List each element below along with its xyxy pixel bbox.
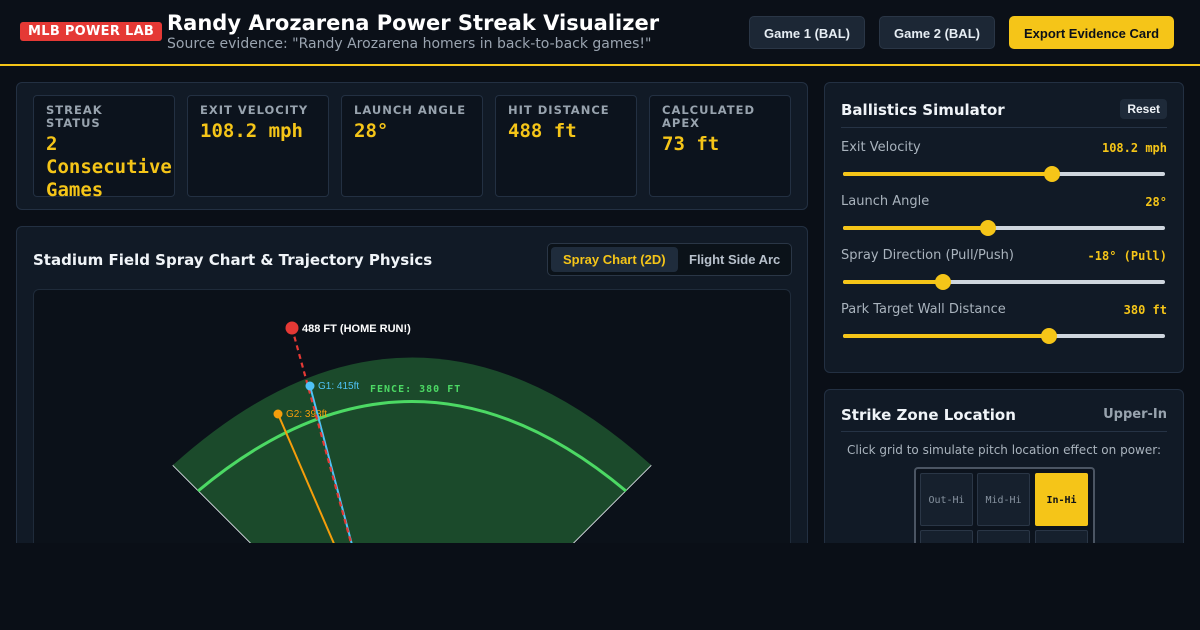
stat-value: 2 Consecutive Games [46,133,172,201]
launch-angle-slider[interactable] [843,220,1165,236]
exit-velocity-slider[interactable] [843,166,1165,182]
g1-label: G1: 415ft [318,381,359,392]
spray-chart-svg: FENCE: 380 FT G2: 398ft G1: 415ft 488 FT… [172,321,652,543]
field-panel: Stadium Field Spray Chart & Trajectory P… [16,226,808,543]
game2-button[interactable]: Game 2 (BAL) [879,16,995,49]
strike-zone-current: Upper-In [1103,407,1167,422]
strike-zone-panel: Strike Zone Location Upper-In Click grid… [824,389,1184,543]
stat-label: CALCULATED APEX [662,103,756,130]
slider-label-exit-velocity: Exit Velocity [841,140,921,155]
slider-label-spray-direction: Spray Direction (Pull/Push) [841,248,1014,263]
zone-cell-in-hi[interactable]: In-Hi [1035,473,1088,526]
ballistics-simulator-panel: Ballistics Simulator Reset Exit Velocity… [824,82,1184,373]
slider-value-spray-direction: -18° (Pull) [1087,249,1167,263]
slider-fill [843,172,1053,176]
page-title: Randy Arozarena Power Streak Visualizer [167,11,660,35]
game1-button[interactable]: Game 1 (BAL) [749,16,865,49]
view-toggle: Spray Chart (2D) Flight Side Arc [547,243,792,276]
home-run-trajectory [290,327,353,543]
field-title: Stadium Field Spray Chart & Trajectory P… [33,251,433,269]
simulator-title: Ballistics Simulator [841,101,1005,119]
app-viewport: MLB POWER LAB Randy Arozarena Power Stre… [0,0,1200,543]
strike-zone-title: Strike Zone Location [841,406,1016,424]
spray-direction-slider[interactable] [843,274,1165,290]
right-foul-line [571,464,652,543]
stat-value: 28° [354,120,389,142]
stat-label: HIT DISTANCE [508,103,610,117]
stat-card-streak: STREAK STATUS 2 Consecutive Games [33,95,175,201]
left-foul-line [172,464,253,543]
home-run-label: 488 FT (HOME RUN!) [302,323,411,335]
stat-label: EXIT VELOCITY [200,103,309,117]
slider-fill [843,226,988,230]
stat-value: 73 ft [662,133,720,155]
stats-panel: STREAK STATUS 2 Consecutive Games EXIT V… [16,82,808,210]
stat-value: 488 ft [508,120,577,142]
g2-landing-marker[interactable] [273,409,283,419]
slider-thumb[interactable] [934,274,951,290]
slider-label-launch-angle: Launch Angle [841,194,930,209]
wall-distance-slider[interactable] [843,328,1165,344]
slider-thumb[interactable] [1041,328,1058,344]
strike-zone-hint: Click grid to simulate pitch location ef… [847,443,1161,457]
zone-cell-mid-hi[interactable]: Mid-Hi [977,473,1030,526]
slider-fill [843,280,943,284]
home-run-landing-marker[interactable] [285,321,299,335]
fence-label: FENCE: 380 FT [370,384,461,395]
stat-label: STREAK STATUS [46,103,103,130]
brand-badge: MLB POWER LAB [20,22,163,41]
outfield-grass [173,357,651,543]
g1-landing-marker[interactable] [305,381,315,391]
slider-value-launch-angle: 28° [1145,195,1167,209]
outfield-fence [197,400,627,493]
stat-card-launch-angle: LAUNCH ANGLE 28° [341,95,483,197]
slider-value-exit-velocity: 108.2 mph [1101,141,1167,155]
slider-thumb[interactable] [979,220,996,236]
tab-spray-chart[interactable]: Spray Chart (2D) [551,247,678,272]
slider-label-wall-distance: Park Target Wall Distance [841,302,1006,317]
zone-cell-out-mid[interactable] [920,530,973,543]
spray-chart-canvas[interactable]: FENCE: 380 FT G2: 398ft G1: 415ft 488 FT… [33,289,791,543]
zone-cell-in-mid[interactable] [1035,530,1088,543]
page-subtitle: Source evidence: "Randy Arozarena homers… [167,36,652,52]
slider-thumb[interactable] [1044,166,1061,182]
slider-fill [843,334,1050,338]
strike-zone-grid: Out-Hi Mid-Hi In-Hi [914,467,1095,543]
tab-flight-side-arc[interactable]: Flight Side Arc [689,252,781,267]
reset-button[interactable]: Reset [1120,99,1167,119]
zone-cell-middle[interactable] [977,530,1030,543]
slider-value-wall-distance: 380 ft [1123,303,1167,317]
stat-card-exit-velocity: EXIT VELOCITY 108.2 mph [187,95,329,197]
stat-value: 108.2 mph [200,120,303,142]
g2-label: G2: 398ft [286,409,327,420]
app-header: MLB POWER LAB Randy Arozarena Power Stre… [0,0,1200,66]
stat-card-hit-distance: HIT DISTANCE 488 ft [495,95,637,197]
zone-cell-out-hi[interactable]: Out-Hi [920,473,973,526]
g2-trajectory [277,413,335,543]
stat-card-apex: CALCULATED APEX 73 ft [649,95,791,197]
export-evidence-button[interactable]: Export Evidence Card [1009,16,1175,49]
strike-zone-header: Strike Zone Location Upper-In [841,406,1167,432]
simulator-header: Ballistics Simulator Reset [841,99,1167,128]
stat-label: LAUNCH ANGLE [354,103,467,117]
